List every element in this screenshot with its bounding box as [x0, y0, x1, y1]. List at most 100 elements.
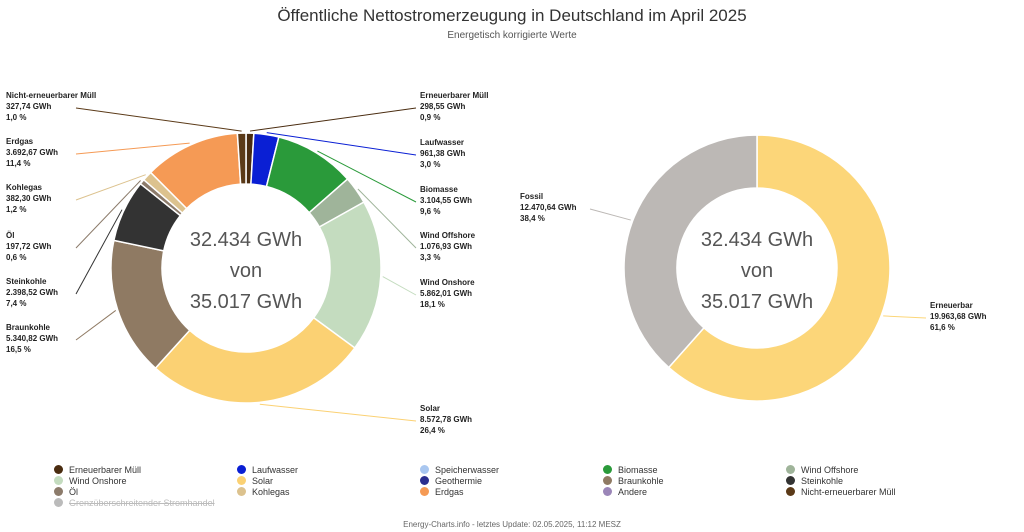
label-name-erneuerbarer-muell: Erneuerbarer Müll [420, 91, 488, 100]
slice-nicht-erneuerbarer-muell[interactable] [236, 132, 247, 185]
legend-swatch-icon [420, 465, 429, 474]
label-percent-braunkohle: 16,5 % [6, 345, 31, 354]
label-value-erneuerbar: 19.963,68 GWh [930, 312, 987, 321]
label-percent-erneuerbarer-muell: 0,9 % [420, 113, 440, 122]
label-value-kohlegas: 382,30 GWh [6, 194, 51, 203]
label-percent-kohlegas: 1,2 % [6, 205, 26, 214]
legend-label: Wind Offshore [801, 464, 859, 475]
legend-item-steinkohle[interactable]: Steinkohle [786, 475, 969, 486]
center-text-1: von [230, 260, 262, 282]
legend-item-speicherwasser[interactable]: Speicherwasser [420, 464, 603, 475]
legend-label: Erdgas [435, 486, 464, 497]
legend-label: Nicht-erneuerbarer Müll [801, 486, 896, 497]
legend-item-laufwasser[interactable]: Laufwasser [237, 464, 420, 475]
label-name-biomasse: Biomasse [420, 185, 458, 194]
renewable-fossil-donut-right: Erneuerbar 19.963,68 GWh 61,6 % Fossil 12.47… [520, 134, 987, 402]
connector-erdgas [75, 142, 190, 155]
legend-item-kohlegas[interactable]: Kohlegas [237, 486, 420, 497]
legend-label: Braunkohle [618, 475, 664, 486]
legend-label: Steinkohle [801, 475, 844, 486]
label-value-erneuerbarer-muell: 298,55 GWh [420, 102, 465, 111]
label-percent-erdgas: 11,4 % [6, 159, 30, 168]
slice-fossil[interactable] [623, 134, 758, 369]
connector-braunkohle [75, 310, 117, 341]
connector-biomasse [317, 150, 417, 203]
label-value-nicht-erneuerbarer-muell: 327,74 GWh [6, 102, 51, 111]
label-value-braunkohle: 5.340,82 GWh [6, 334, 58, 343]
legend-item-biomasse[interactable]: Biomasse [603, 464, 786, 475]
legend-item-solar[interactable]: Solar [237, 475, 420, 486]
legend-label: Wind Onshore [69, 475, 127, 486]
chart-title: Öffentliche Nettostromerzeugung in Deuts… [277, 6, 747, 25]
label-name-kohlegas: Kohlegas [6, 183, 43, 192]
connector-oel [75, 180, 141, 249]
legend-swatch-icon [237, 476, 246, 485]
legend-swatch-icon [420, 487, 429, 496]
legend-item-erneuerbarer-muell[interactable]: Erneuerbarer Müll [54, 464, 237, 475]
chart-legend: Erneuerbarer Müll Laufwasser Speicherwasse… [54, 464, 994, 508]
label-percent-steinkohle: 7,4 % [6, 299, 26, 308]
label-name-erdgas: Erdgas [6, 137, 34, 146]
legend-item-grenzueberschreitender-stromhandel[interactable]: Grenzüberschreitender Stromhandel [54, 497, 237, 508]
legend-label: Andere [618, 486, 648, 497]
label-percent-nicht-erneuerbarer-muell: 1,0 % [6, 113, 26, 122]
center-text-0: 32.434 GWh [190, 229, 302, 251]
legend-item-wind-offshore[interactable]: Wind Offshore [786, 464, 969, 475]
connector-fossil [589, 208, 631, 221]
label-name-fossil: Fossil [520, 192, 543, 201]
label-value-oel: 197,72 GWh [6, 242, 51, 251]
slice-erneuerbar[interactable] [667, 134, 891, 402]
label-value-biomasse: 3.104,55 GWh [420, 196, 472, 205]
label-name-wind-onshore: Wind Onshore [420, 278, 475, 287]
connector-kohlegas [75, 174, 146, 201]
label-percent-laufwasser: 3,0 % [420, 160, 440, 169]
legend-item-geothermie[interactable]: Geothermie [420, 475, 603, 486]
legend-item-nicht-erneuerbarer-muell[interactable]: Nicht-erneuerbarer Müll [786, 486, 969, 497]
label-percent-wind-offshore: 3,3 % [420, 253, 440, 262]
label-value-laufwasser: 961,38 GWh [420, 149, 465, 158]
label-value-wind-offshore: 1.076,93 GWh [420, 242, 472, 251]
legend-label: Geothermie [435, 475, 483, 486]
label-name-erneuerbar: Erneuerbar [930, 301, 973, 310]
legend-item-andere[interactable]: Andere [603, 486, 786, 497]
connector-erneuerbarer-muell [249, 107, 417, 132]
legend-swatch-icon [603, 487, 612, 496]
legend-label: Erneuerbarer Müll [69, 464, 142, 475]
label-value-erdgas: 3.692,67 GWh [6, 148, 58, 157]
label-percent-erneuerbar: 61,6 % [930, 323, 955, 332]
legend-swatch-icon [54, 487, 63, 496]
label-percent-biomasse: 9,6 % [420, 207, 440, 216]
label-name-oel: Öl [6, 231, 14, 240]
legend-label: Kohlegas [252, 486, 290, 497]
center-text-2: 35.017 GWh [701, 291, 813, 313]
legend-swatch-icon [420, 476, 429, 485]
label-name-nicht-erneuerbarer-muell: Nicht-erneuerbarer Müll [6, 91, 96, 100]
label-name-braunkohle: Braunkohle [6, 323, 51, 332]
slice-solar[interactable] [154, 316, 356, 404]
label-name-steinkohle: Steinkohle [6, 277, 47, 286]
footer-source: Energy-Charts.info - letztes Update: 02.… [403, 520, 621, 529]
label-percent-solar: 26,4 % [420, 426, 445, 435]
legend-swatch-icon [54, 476, 63, 485]
legend-label: Speicherwasser [435, 464, 500, 475]
label-percent-oel: 0,6 % [6, 253, 26, 262]
legend-label: Solar [252, 475, 274, 486]
legend-swatch-icon [237, 465, 246, 474]
legend-swatch-icon [786, 476, 795, 485]
connector-steinkohle [75, 209, 123, 295]
legend-item-wind-onshore[interactable]: Wind Onshore [54, 475, 237, 486]
chart-subtitle: Energetisch korrigierte Werte [447, 30, 577, 41]
connector-erneuerbar [883, 315, 927, 319]
legend-item-oel[interactable]: Öl [54, 486, 237, 497]
legend-label: Grenzüberschreitender Stromhandel [69, 497, 215, 508]
legend-swatch-icon [603, 476, 612, 485]
legend-label: Laufwasser [252, 464, 299, 475]
connector-nicht-erneuerbarer-muell [75, 107, 242, 132]
legend-swatch-icon [786, 487, 795, 496]
legend-label: Biomasse [618, 464, 658, 475]
legend-item-erdgas[interactable]: Erdgas [420, 486, 603, 497]
legend-swatch-icon [54, 498, 63, 507]
legend-item-braunkohle[interactable]: Braunkohle [603, 475, 786, 486]
connector-wind-onshore [382, 276, 417, 296]
